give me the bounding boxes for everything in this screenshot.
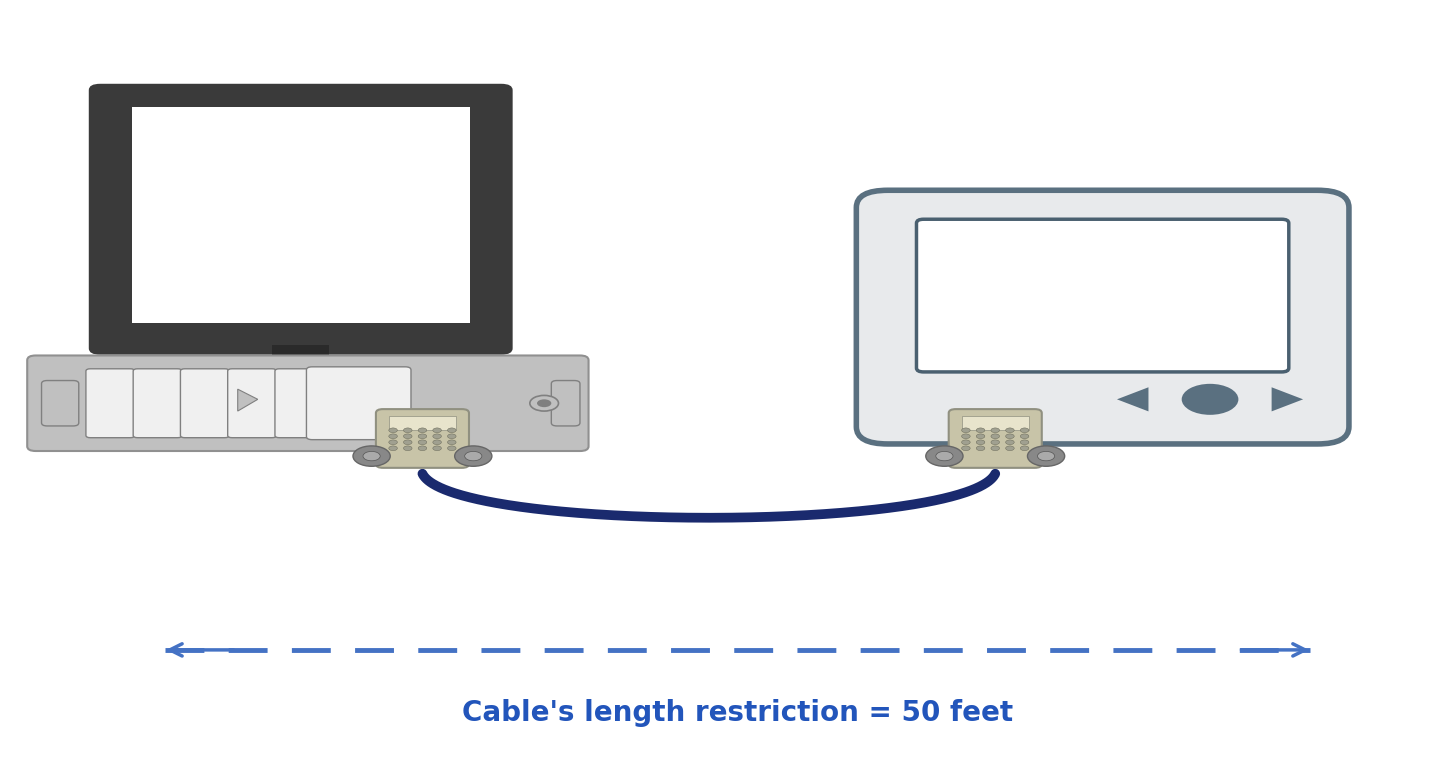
Circle shape [447, 440, 455, 445]
Circle shape [388, 434, 397, 438]
Circle shape [530, 395, 558, 411]
Circle shape [1005, 428, 1014, 432]
Circle shape [1005, 446, 1014, 450]
Circle shape [432, 434, 441, 438]
Circle shape [418, 434, 427, 438]
Circle shape [1005, 434, 1014, 438]
Bar [132, 107, 470, 323]
Circle shape [1020, 440, 1028, 445]
Circle shape [977, 434, 985, 438]
Circle shape [447, 446, 455, 450]
Circle shape [388, 428, 397, 432]
Circle shape [1027, 446, 1064, 466]
Polygon shape [238, 389, 258, 411]
Circle shape [937, 451, 954, 460]
FancyBboxPatch shape [211, 381, 391, 406]
FancyBboxPatch shape [133, 369, 182, 438]
Circle shape [447, 434, 455, 438]
Circle shape [1181, 384, 1239, 415]
Circle shape [362, 451, 379, 460]
Circle shape [1020, 446, 1028, 450]
Circle shape [418, 446, 427, 450]
Circle shape [447, 428, 455, 432]
Circle shape [404, 434, 412, 438]
FancyBboxPatch shape [856, 190, 1349, 444]
Circle shape [962, 434, 971, 438]
Circle shape [404, 428, 412, 432]
Circle shape [927, 446, 962, 466]
Polygon shape [1117, 388, 1148, 411]
Circle shape [404, 440, 412, 445]
Circle shape [432, 440, 441, 445]
FancyBboxPatch shape [228, 369, 276, 438]
Circle shape [388, 446, 397, 450]
FancyBboxPatch shape [916, 219, 1289, 372]
Circle shape [404, 446, 412, 450]
FancyBboxPatch shape [306, 366, 411, 439]
Text: Cable's length restriction = 50 feet: Cable's length restriction = 50 feet [463, 698, 1012, 727]
FancyBboxPatch shape [42, 381, 79, 426]
Circle shape [352, 446, 390, 466]
Circle shape [418, 440, 427, 445]
Bar [388, 416, 455, 430]
FancyBboxPatch shape [375, 409, 468, 468]
Circle shape [1020, 434, 1028, 438]
FancyBboxPatch shape [89, 84, 513, 355]
Circle shape [977, 428, 985, 432]
FancyBboxPatch shape [275, 369, 324, 438]
Circle shape [464, 451, 481, 460]
Circle shape [388, 440, 397, 445]
Circle shape [1020, 428, 1028, 432]
Circle shape [991, 446, 1000, 450]
Circle shape [1005, 440, 1014, 445]
Polygon shape [1272, 388, 1303, 411]
FancyBboxPatch shape [551, 381, 580, 426]
Circle shape [991, 434, 1000, 438]
Circle shape [455, 446, 493, 466]
Circle shape [991, 428, 1000, 432]
Circle shape [418, 428, 427, 432]
Circle shape [1037, 451, 1054, 460]
FancyBboxPatch shape [180, 369, 229, 438]
Bar [962, 416, 1028, 430]
Circle shape [537, 399, 551, 407]
Circle shape [962, 440, 971, 445]
FancyBboxPatch shape [948, 409, 1042, 468]
Circle shape [962, 428, 971, 432]
Circle shape [991, 440, 1000, 445]
FancyBboxPatch shape [27, 355, 589, 451]
Circle shape [432, 428, 441, 432]
FancyBboxPatch shape [86, 369, 135, 438]
Circle shape [977, 440, 985, 445]
Circle shape [432, 446, 441, 450]
Circle shape [977, 446, 985, 450]
Bar [272, 345, 329, 384]
Circle shape [962, 446, 971, 450]
